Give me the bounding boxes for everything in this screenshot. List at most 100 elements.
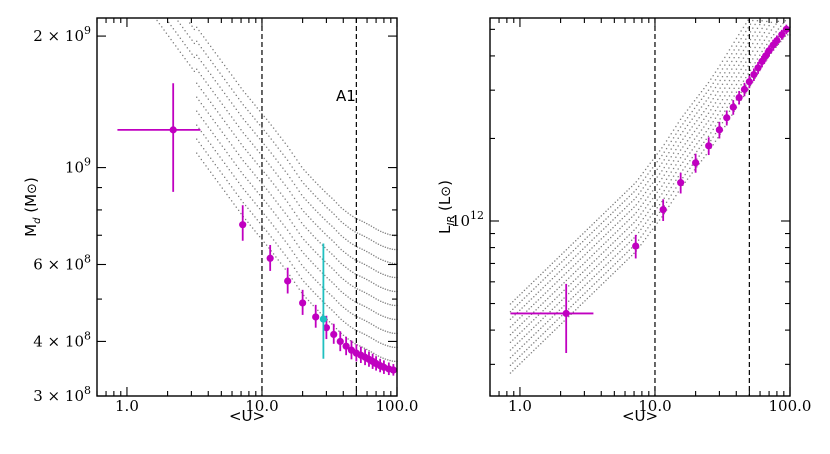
right-model-dot: [728, 49, 731, 51]
left-model-dot: [328, 209, 331, 211]
right-model-dot: [630, 231, 633, 234]
left-model-dot: [373, 240, 375, 243]
right-model-dot: [714, 94, 717, 96]
right-model-dot: [512, 354, 514, 357]
right-data-point: [677, 172, 685, 194]
left-model-dot: [366, 236, 368, 239]
right-model-dot: [521, 361, 523, 363]
left-model-dot: [361, 318, 363, 320]
right-model-dot: [630, 193, 633, 195]
right-model-dot: [668, 198, 670, 200]
left-model-dot: [177, 20, 179, 22]
left-marker: [342, 342, 350, 350]
left-model-dot: [305, 227, 307, 229]
right-model-dot: [754, 62, 756, 64]
left-model-dot: [279, 192, 282, 194]
right-model-dot: [533, 303, 535, 306]
right-model-dot: [728, 56, 731, 59]
left-model-dot: [230, 172, 233, 174]
left-model-dot: [389, 317, 391, 320]
left-model-dot: [210, 59, 212, 62]
right-model-dot: [621, 240, 623, 243]
right-data-point: [773, 35, 781, 46]
right-data-point: [762, 50, 770, 62]
right-model-dot: [542, 325, 544, 327]
right-model-dot: [561, 268, 563, 271]
left-model-dot: [265, 202, 268, 204]
right-model-dot: [589, 234, 591, 236]
right-model-dot: [665, 201, 668, 203]
left-model-dot: [300, 291, 303, 294]
right-model-dot: [561, 261, 563, 263]
right-model-dot: [696, 150, 698, 153]
right-model-dot: [738, 41, 740, 43]
left-model-dot: [366, 334, 368, 337]
left-model-dot: [275, 242, 277, 244]
left-model-dot: [342, 320, 345, 322]
left-model-dot: [244, 148, 247, 151]
left-model-dot: [345, 280, 347, 282]
right-model-dot: [754, 39, 756, 41]
left-model-dot: [284, 268, 286, 270]
right-model-dot: [710, 116, 712, 119]
right-model-dot: [598, 232, 600, 235]
right-model-dot: [700, 98, 703, 100]
left-x-axis-label: <U>: [229, 407, 265, 425]
left-model-dot: [249, 98, 251, 101]
right-model-dot: [509, 364, 512, 367]
left-model-track: [189, 22, 398, 321]
right-model-dot: [735, 91, 738, 93]
right-model-dot: [633, 222, 635, 224]
right-model-dot: [605, 210, 607, 213]
right-model-dot: [633, 229, 635, 231]
left-model-dot: [335, 230, 338, 232]
right-model-dot: [712, 121, 714, 123]
right-model-dot: [570, 267, 572, 269]
right-model-dot: [740, 84, 742, 86]
right-model-dot: [677, 191, 679, 193]
left-model-dot: [394, 304, 396, 307]
right-model-dot: [512, 362, 514, 364]
right-model-dot: [698, 94, 700, 96]
right-data-point: [778, 29, 786, 40]
left-model-dot: [345, 224, 347, 227]
right-model-dot: [689, 160, 691, 162]
right-model-dot: [738, 80, 740, 82]
left-model-dot: [361, 332, 363, 334]
left-model-dot: [352, 285, 354, 287]
left-model-dot: [384, 260, 387, 262]
left-marker: [284, 277, 292, 285]
left-model-dot: [363, 249, 366, 252]
right-model-dot: [589, 226, 591, 228]
left-model-dot: [375, 354, 377, 356]
right-model-dot: [640, 228, 642, 231]
right-model-dot: [665, 194, 668, 196]
left-model-dot: [272, 239, 275, 241]
left-model-dot: [212, 76, 214, 79]
left-model-dot: [268, 121, 270, 123]
right-model-dot: [754, 46, 756, 49]
right-model-dot: [668, 152, 670, 154]
right-model-dot: [577, 283, 579, 286]
right-model-dot: [696, 158, 698, 160]
left-model-dot: [279, 262, 282, 264]
right-model-dot: [598, 217, 600, 219]
right-model-dot: [696, 104, 698, 107]
left-model-dot: [282, 265, 284, 267]
left-marker: [169, 126, 177, 134]
right-model-dot: [668, 136, 670, 138]
right-model-dot: [661, 216, 663, 218]
left-model-dot: [307, 243, 310, 246]
left-model-dot: [373, 324, 375, 327]
left-model-dot: [263, 115, 265, 118]
right-model-dot: [596, 250, 598, 252]
right-model-dot: [603, 266, 605, 269]
right-model-dot: [610, 229, 612, 231]
left-model-dot: [256, 163, 258, 165]
left-model-dot: [387, 275, 389, 277]
right-model-dot: [672, 190, 675, 193]
right-model-dot: [651, 167, 654, 169]
left-model-dot: [363, 333, 366, 335]
left-model-dot: [307, 299, 310, 302]
